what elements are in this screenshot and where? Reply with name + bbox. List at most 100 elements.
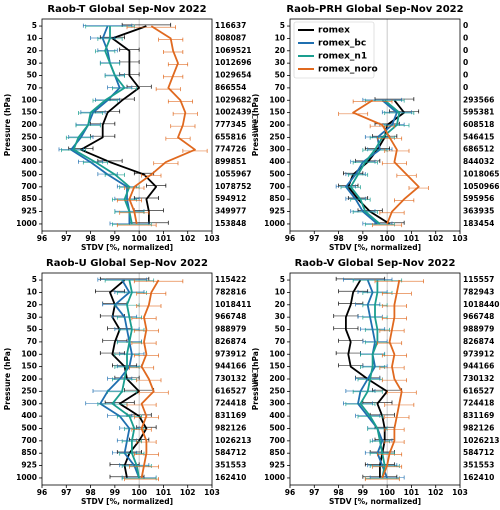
error-bar (372, 223, 403, 228)
y-tick-label: 10 (275, 33, 285, 42)
count-label: 351553 (215, 461, 246, 470)
legend-label: romex_n1 (318, 52, 367, 62)
count-label: 116637 (215, 21, 246, 30)
count-label: 1069521 (215, 46, 252, 55)
y-tick-label: 100 (21, 349, 37, 358)
y-tick-label: 1000 (264, 219, 285, 228)
y-tick-label: 700 (269, 182, 285, 191)
x-tick-label: 102 (428, 234, 444, 243)
x-tick-label: 99 (358, 488, 368, 497)
y-tick-label: 5 (32, 21, 37, 30)
x-tick-label: 98 (333, 488, 343, 497)
y-tick-label: 250 (21, 132, 37, 141)
legend-box (293, 21, 375, 79)
count-label: 973912 (215, 349, 246, 358)
count-label: 616527 (463, 386, 494, 395)
x-tick-label: 99 (110, 488, 120, 497)
count-label: 584712 (215, 448, 246, 457)
count-label: 349977 (215, 207, 246, 216)
count-label: 293566 (463, 95, 494, 104)
error-bar (338, 111, 369, 116)
series-line (128, 25, 196, 225)
series-line (345, 99, 398, 225)
series-line (349, 99, 401, 225)
y-tick-label: 500 (269, 169, 285, 178)
y-tick-label: 700 (21, 182, 37, 191)
y-axis-label: Pressure (hPa) (3, 94, 12, 157)
count-label: 831169 (463, 411, 494, 420)
count-label: 831169 (215, 411, 246, 420)
plot-frame (289, 18, 461, 232)
y-tick-label: 1000 (264, 473, 285, 482)
y-tick-label: 200 (269, 120, 285, 129)
y-tick-label: 700 (21, 436, 37, 445)
x-tick-label: 100 (379, 234, 395, 243)
y-tick-label: 70 (27, 83, 37, 92)
y-tick-label: 70 (275, 83, 285, 92)
y-tick-label: 300 (21, 145, 37, 154)
y-tick-label: 300 (21, 399, 37, 408)
x-tick-label: 98 (85, 234, 95, 243)
x-tick-label: 101 (156, 488, 172, 497)
y-tick-label: 20 (275, 46, 285, 55)
y-tick-label: 300 (269, 145, 285, 154)
count-label: 595956 (463, 194, 494, 203)
count-label: 777345 (215, 120, 246, 129)
series-line (99, 279, 140, 479)
error-bar (119, 47, 140, 52)
error-bar (126, 25, 176, 30)
y-tick-label: 500 (21, 169, 37, 178)
error-bar (364, 477, 400, 482)
series-line (359, 280, 386, 479)
x-tick-label: 103 (452, 234, 468, 243)
y-tick-label: 400 (269, 411, 285, 420)
error-bar (112, 222, 152, 227)
y-tick-label: 300 (269, 399, 285, 408)
count-axis-label: Count (250, 368, 259, 390)
error-bar (364, 222, 395, 227)
y-tick-label: 700 (269, 436, 285, 445)
y-tick-label: 500 (21, 423, 37, 432)
count-label: 1078752 (215, 182, 252, 191)
x-axis-label: STDV [%, normalized] (329, 243, 421, 252)
x-tick-label: 99 (358, 234, 368, 243)
x-axis-label: STDV [%, normalized] (329, 497, 421, 506)
count-label: 546415 (463, 132, 494, 141)
count-label: 595381 (463, 108, 494, 117)
count-label: 730132 (463, 374, 494, 383)
count-label: 944166 (215, 362, 246, 371)
y-tick-label: 10 (275, 287, 285, 296)
series-line (140, 279, 160, 479)
count-label: 0 (463, 33, 468, 42)
legend-label: romex (318, 26, 350, 36)
x-tick-label: 101 (404, 488, 420, 497)
y-tick-label: 400 (269, 157, 285, 166)
y-tick-label: 50 (275, 325, 285, 334)
series-line (80, 25, 157, 224)
x-tick-label: 100 (131, 234, 147, 243)
x-tick-label: 98 (333, 234, 343, 243)
y-tick-label: 30 (27, 58, 37, 67)
x-tick-label: 97 (61, 234, 71, 243)
x-tick-label: 96 (37, 488, 47, 497)
count-label: 608518 (463, 120, 494, 129)
count-label: 844032 (463, 157, 494, 166)
x-tick-label: 96 (37, 234, 47, 243)
count-label: 115422 (215, 275, 246, 284)
count-label: 0 (463, 83, 468, 92)
error-bar (141, 173, 162, 178)
count-label: 899851 (215, 157, 246, 166)
y-tick-label: 5 (280, 275, 285, 284)
y-tick-label: 20 (275, 300, 285, 309)
count-label: 826874 (215, 337, 246, 346)
error-bar (116, 223, 157, 228)
count-label: 0 (463, 71, 468, 80)
x-tick-label: 100 (379, 488, 395, 497)
x-tick-label: 103 (204, 234, 220, 243)
y-tick-label: 30 (275, 312, 285, 321)
count-label: 730132 (215, 374, 246, 383)
y-tick-label: 1000 (16, 473, 37, 482)
